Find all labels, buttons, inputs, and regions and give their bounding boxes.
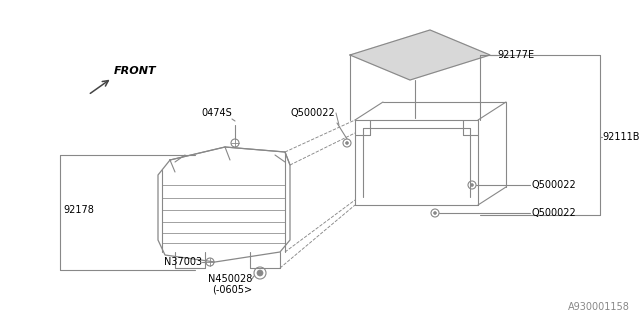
Text: Q500022: Q500022 xyxy=(532,180,577,190)
Polygon shape xyxy=(350,30,490,80)
Text: A930001158: A930001158 xyxy=(568,302,630,312)
Text: 0474S: 0474S xyxy=(201,108,232,118)
Text: Q500022: Q500022 xyxy=(532,208,577,218)
Text: Q500022: Q500022 xyxy=(291,108,335,118)
Text: N37003: N37003 xyxy=(164,257,202,267)
Text: FRONT: FRONT xyxy=(114,66,157,76)
Circle shape xyxy=(470,184,474,186)
Text: 92111B: 92111B xyxy=(602,132,639,142)
Text: (-0605>: (-0605> xyxy=(212,284,252,294)
Circle shape xyxy=(346,141,348,144)
Text: 92178: 92178 xyxy=(63,205,94,215)
Circle shape xyxy=(434,212,436,214)
Text: 92177E: 92177E xyxy=(497,50,534,60)
Text: N450028: N450028 xyxy=(207,274,252,284)
Circle shape xyxy=(257,270,263,276)
